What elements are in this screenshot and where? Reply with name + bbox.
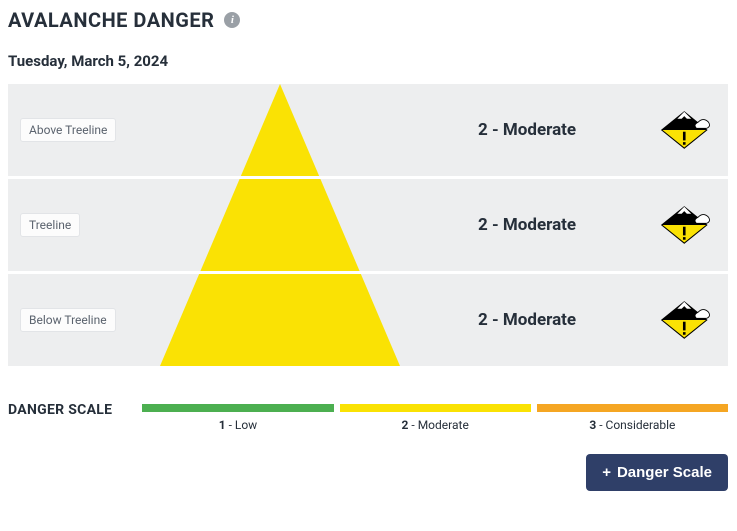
danger-scale-title: DANGER SCALE (8, 402, 112, 418)
elevation-label: Treeline (20, 213, 80, 237)
scale-bar (340, 404, 531, 412)
scale-segment: 1 - Low (142, 404, 333, 432)
scale-label: 2 - Moderate (340, 418, 531, 432)
plus-icon: + (602, 464, 611, 481)
elevation-row: Treeline 2 - Moderate (8, 179, 728, 271)
page-title: AVALANCHE DANGER (8, 8, 214, 32)
danger-rating: 2 - Moderate (478, 215, 576, 235)
danger-rating: 2 - Moderate (478, 120, 576, 140)
elevation-row: Below Treeline 2 - Moderate (8, 274, 728, 366)
scale-label: 1 - Low (142, 418, 333, 432)
hazard-icon (660, 300, 712, 340)
danger-scale-button[interactable]: + Danger Scale (586, 454, 728, 491)
elevation-label: Below Treeline (20, 308, 116, 332)
danger-rating: 2 - Moderate (478, 310, 576, 330)
scale-segment: 3 - Considerable (537, 404, 728, 432)
elevation-rows: Above Treeline 2 - Moderate Treeline 2 -… (8, 84, 728, 366)
elevation-row: Above Treeline 2 - Moderate (8, 84, 728, 176)
elevation-label: Above Treeline (20, 118, 116, 142)
danger-scale-bars: 1 - Low 2 - Moderate 3 - Considerable (142, 404, 728, 432)
scale-bar (142, 404, 333, 412)
forecast-date: Tuesday, March 5, 2024 (8, 52, 729, 70)
hazard-icon (660, 110, 712, 150)
scale-bar (537, 404, 728, 412)
scale-label: 3 - Considerable (537, 418, 728, 432)
scale-segment: 2 - Moderate (340, 404, 531, 432)
hazard-icon (660, 205, 712, 245)
danger-scale-button-label: Danger Scale (617, 464, 712, 481)
info-icon[interactable]: i (224, 12, 240, 28)
